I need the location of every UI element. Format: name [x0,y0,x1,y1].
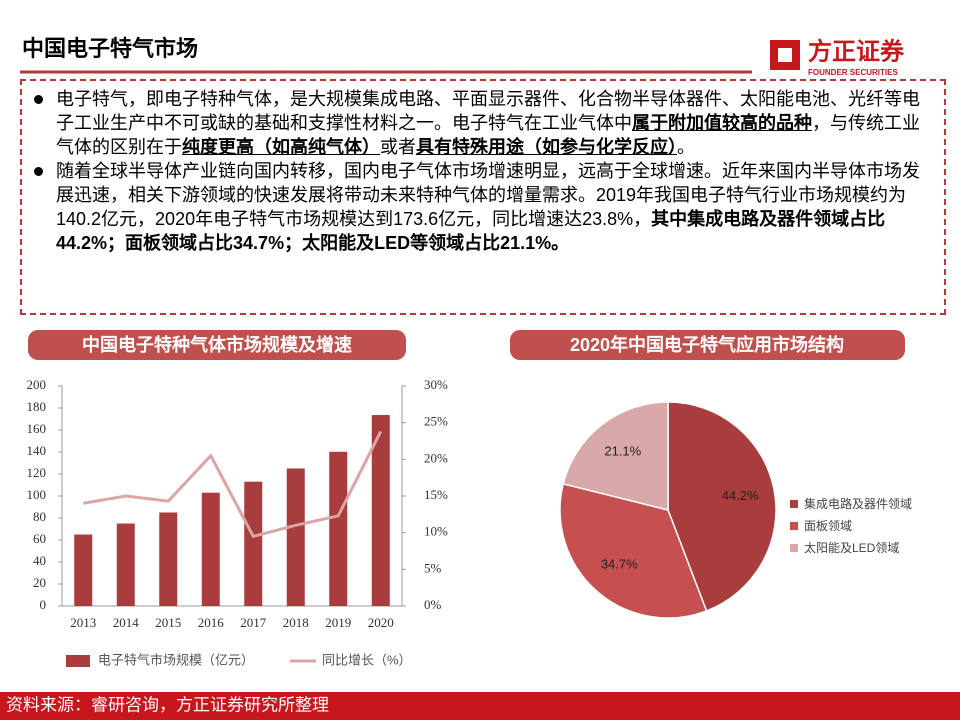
legend-label: 同比增长（%） [322,652,412,667]
source-note: 资料来源：睿研咨询，方正证券研究所整理 [6,695,329,714]
data-label: 21.1% [604,444,641,459]
text-segment: 电子特气，即电子特种气体，是大规模集成电路、平面显示器件、化合物半导体器件、太阳… [56,89,920,133]
y-tick-label: 140 [27,443,47,458]
logo-text: 方正证券 [808,37,905,65]
legend-label: 太阳能及LED领域 [804,540,899,555]
text-segment: 或者 [380,137,416,157]
logo-subtext: FOUNDER SECURITIES [808,68,898,77]
text-segment: 。 [677,137,695,157]
legend-swatch [66,655,90,667]
y2-tick-label: 5% [424,560,442,575]
logo-icon-inner [778,48,792,62]
x-tick-label: 2017 [240,615,267,630]
x-tick-label: 2018 [283,615,309,630]
y-tick-label: 20 [33,575,46,590]
chart-title: 2020年中国电子特气应用市场结构 [570,334,844,355]
pie-slice [667,401,777,612]
footer-bar [0,692,960,720]
legend-swatch [790,522,798,530]
pie-slice [559,482,708,619]
y2-tick-label: 20% [424,450,448,465]
chart-header-bg [510,330,905,360]
y2-tick-label: 15% [424,487,448,502]
data-label: 34.7% [601,556,638,571]
y-tick-label: 0 [40,597,47,612]
y2-tick-label: 0% [424,597,442,612]
bar [244,481,263,606]
y-tick-label: 200 [27,377,47,392]
data-label: 44.2% [722,488,759,503]
bar [116,523,135,606]
legend-label: 面板领域 [804,519,852,533]
bullet-paragraph: 随着全球半导体产业链向国内转移，国内电子气体市场增速明显，远高于全球增速。近年来… [32,159,934,255]
line [82,430,383,539]
text-segment: 属于附加值较高的品种 [632,113,812,133]
y-tick-label: 80 [33,509,46,524]
x-tick-label: 2020 [368,615,394,630]
x-tick-label: 2014 [113,615,140,630]
bullet-paragraph: 电子特气，即电子特种气体，是大规模集成电路、平面显示器件、化合物半导体器件、太阳… [32,87,934,159]
legend-swatch [790,544,798,552]
y2-tick-label: 10% [424,524,448,539]
legend-label: 电子特气市场规模（亿元） [98,652,254,667]
y-tick-label: 40 [33,553,46,568]
bar [286,468,305,606]
bar [201,492,220,606]
logo: 方正证券 FOUNDER SECURITIES [770,37,905,77]
bar [371,415,390,606]
bar [329,451,348,606]
legend-swatch [790,500,798,508]
text-segment: 其中集成电路及器件领域占比44.2%；面板领域占比34.7%；太阳能及LED等领… [56,209,886,253]
x-tick-label: 2019 [325,615,351,630]
text-segment: ，与传统工业气体的区别在于 [56,113,920,157]
y-tick-label: 100 [27,487,47,502]
y-tick-label: 60 [33,531,46,546]
y-tick-label: 120 [27,465,47,480]
bar [159,512,178,606]
x-tick-label: 2013 [70,615,96,630]
bar [74,534,93,606]
y2-tick-label: 25% [424,414,448,429]
chart-title: 中国电子特种气体市场规模及增速 [82,334,352,355]
pie-slice [562,401,669,511]
page-title: 中国电子特气市场 [22,36,198,61]
bullet-box: 电子特气，即电子特种气体，是大规模集成电路、平面显示器件、化合物半导体器件、太阳… [20,79,946,315]
text-segment: 具有特殊用途（如参与化学反应） [416,137,677,157]
chart-header-bg [28,330,406,360]
y2-tick-label: 30% [424,377,448,392]
legend-label: 集成电路及器件领域 [804,496,912,511]
text-segment: 随着全球半导体产业链向国内转移，国内电子气体市场增速明显，远高于全球增速。近年来… [56,161,920,229]
x-tick-label: 2016 [198,615,225,630]
y-tick-label: 160 [27,421,47,436]
y-tick-label: 180 [27,399,47,414]
text-segment: 纯度更高（如高纯气体） [182,137,380,157]
x-tick-label: 2015 [155,615,181,630]
